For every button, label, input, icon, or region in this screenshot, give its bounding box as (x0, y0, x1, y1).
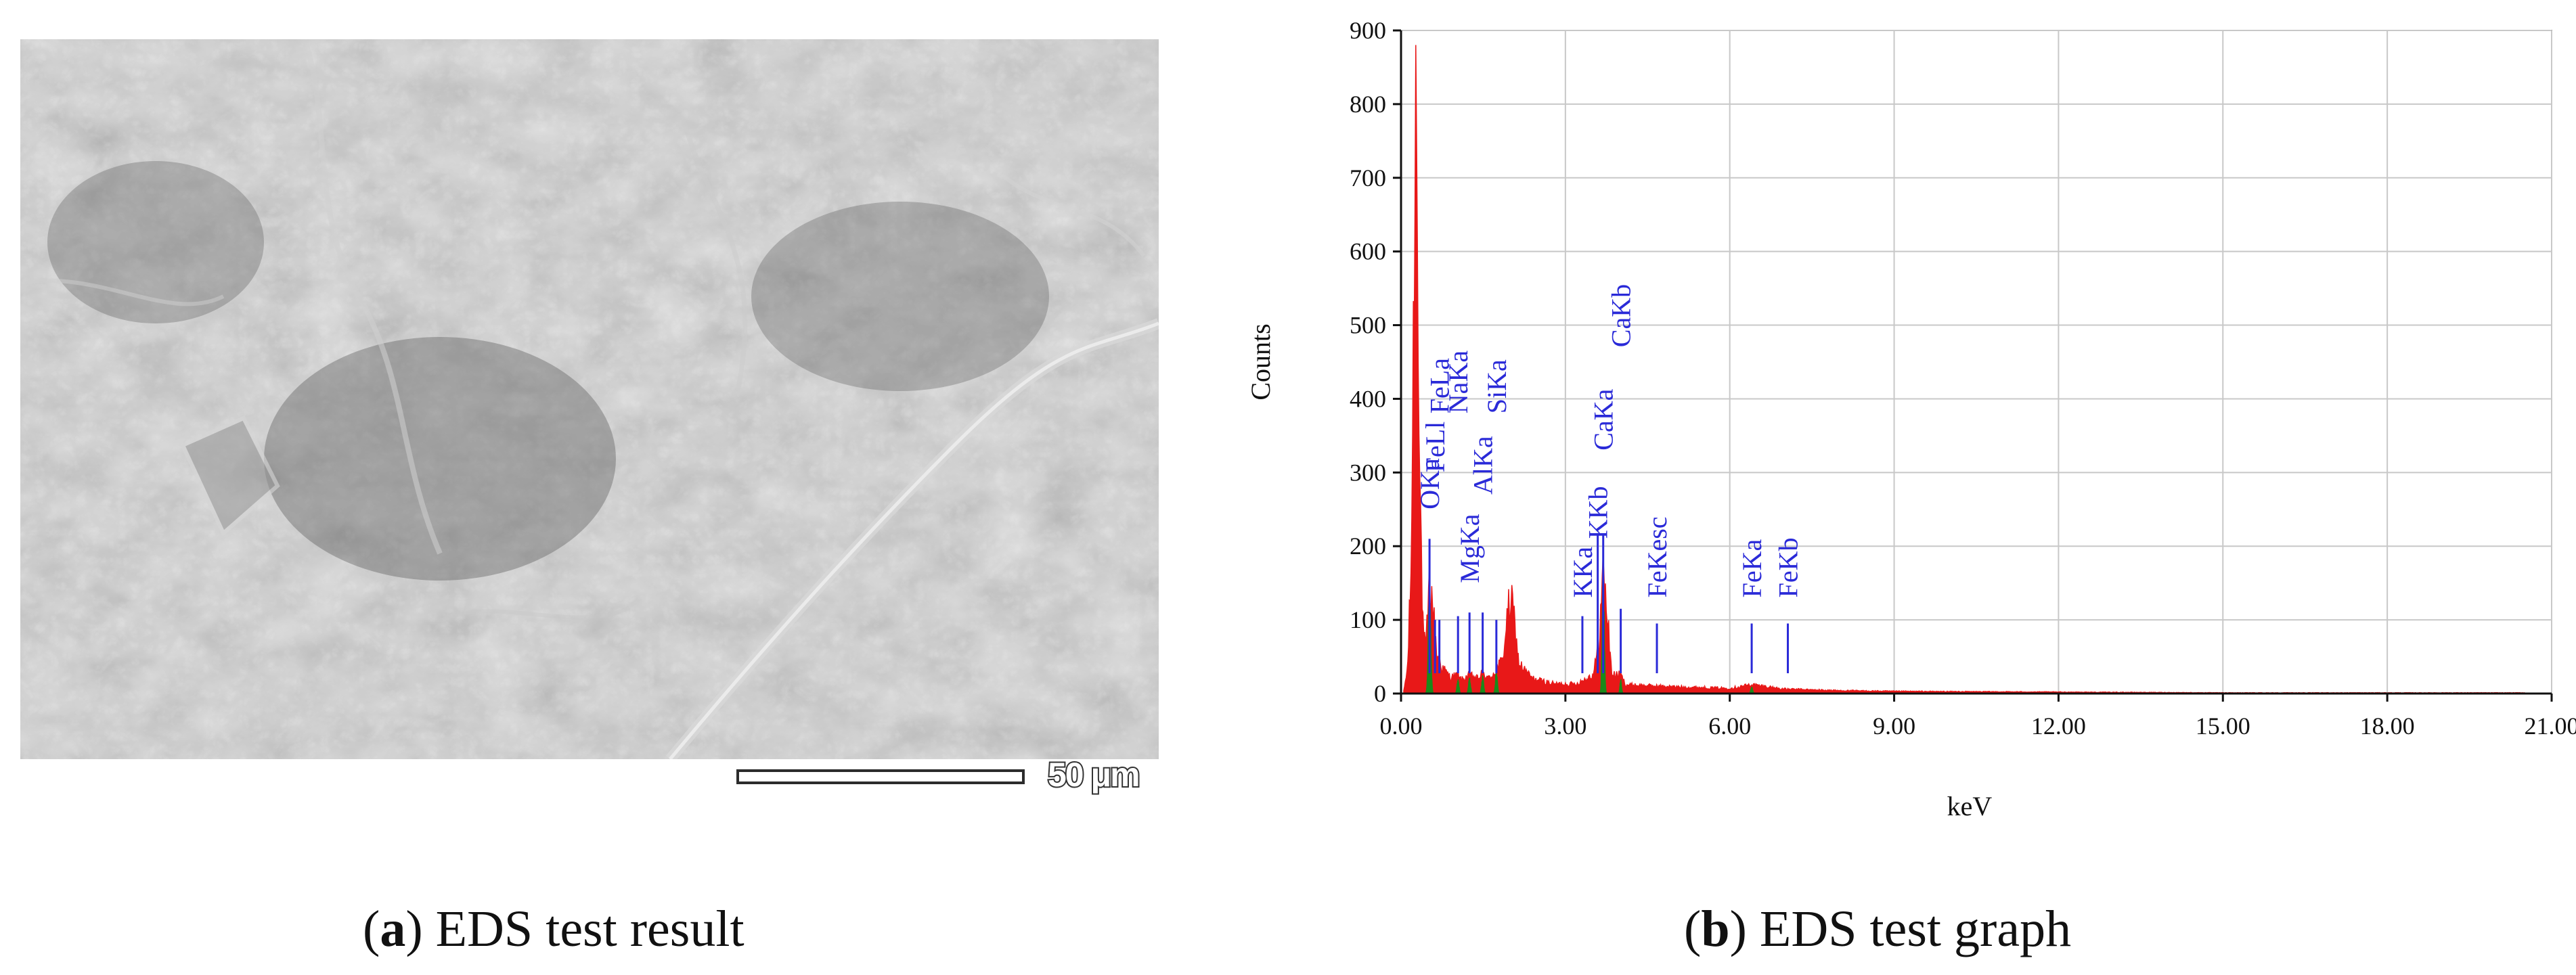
x-tick-label: 18.00 (2360, 712, 2415, 740)
x-tick-label: 12.00 (2031, 712, 2086, 740)
scale-bar-label: 50 μm (1046, 756, 1142, 794)
y-tick-label: 700 (1350, 164, 1386, 191)
y-axis-label: Counts (1245, 323, 1276, 400)
element-label: OKa (1415, 458, 1445, 509)
x-axis-label: keV (1947, 791, 1993, 821)
element-label: FeKa (1737, 539, 1767, 598)
sem-micrograph-image (20, 39, 1159, 759)
element-label: FeLa (1425, 358, 1455, 413)
x-tick-label: 3.00 (1544, 712, 1586, 740)
y-tick-label: 100 (1350, 606, 1386, 633)
element-label: MgKa (1454, 514, 1485, 583)
element-label: FeKb (1773, 538, 1804, 598)
caption-b-text: EDS test graph (1759, 901, 2072, 957)
y-tick-label: 300 (1350, 459, 1386, 486)
y-tick-label: 900 (1350, 17, 1386, 44)
element-label: KKa (1568, 547, 1598, 598)
element-label: KKb (1583, 486, 1614, 539)
y-tick-label: 400 (1350, 385, 1386, 412)
plot-frame (1400, 30, 2552, 694)
tick-labels: 0.00 3.00 6.00 9.00 12.00 15.00 18.00 21.00 0 100… (1245, 17, 2576, 821)
element-label: FeLl (1420, 422, 1450, 473)
highlighted-peak (1492, 672, 1501, 694)
x-tick-label: 0.00 (1380, 712, 1423, 740)
caption-a-letter: a (380, 901, 406, 957)
element-label: SiKa (1482, 359, 1512, 413)
sem-micrograph (20, 39, 1159, 759)
highlighted-peak (1479, 675, 1486, 694)
y-tick-label: 600 (1350, 238, 1386, 265)
y-tick-label: 500 (1350, 312, 1386, 339)
caption-a: (a) EDS test result (363, 901, 745, 957)
element-label: AlKa (1468, 436, 1498, 495)
axes (1393, 29, 2553, 702)
x-tick-label: 9.00 (1873, 712, 1915, 740)
x-tick-label: 15.00 (2196, 712, 2250, 740)
scale-bar (736, 769, 1025, 784)
caption-a-text: EDS test result (435, 901, 745, 957)
y-tick-label: 0 (1374, 680, 1386, 707)
element-label: NaKa (1443, 350, 1473, 414)
x-tick-label: 21.00 (2525, 712, 2576, 740)
grid (1400, 30, 2552, 694)
element-label: CaKa (1589, 388, 1619, 450)
y-tick-label: 200 (1350, 532, 1386, 560)
x-tick-label: 6.00 (1708, 712, 1751, 740)
y-tick-label: 800 (1350, 91, 1386, 118)
element-label: FeKesc (1642, 516, 1672, 597)
element-label: CaKb (1606, 284, 1637, 347)
caption-b: (b) EDS test graph (1684, 901, 2072, 957)
caption-b-letter: b (1701, 901, 1730, 957)
